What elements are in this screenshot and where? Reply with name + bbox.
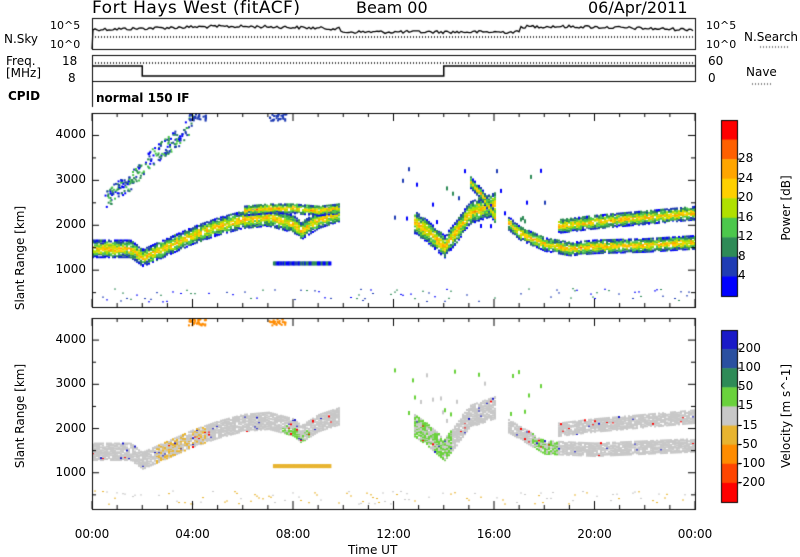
- beam-label: Beam 00: [356, 0, 428, 17]
- velocity-cbar-tick-4: -15: [738, 417, 758, 432]
- nsearch-tick-bottom: 10^0: [706, 38, 737, 51]
- velocity-y-axis-label: Slant Range [km]: [13, 363, 27, 469]
- power-y-tick-0: 1000: [55, 262, 86, 277]
- x-tick-1: 04:00: [175, 527, 210, 541]
- cpid-label: CPID: [8, 89, 41, 103]
- x-tick-3: 12:00: [376, 527, 411, 541]
- cpid-value: normal 150 IF: [96, 91, 190, 105]
- freq-label: Freq.: [6, 54, 36, 68]
- nsky-label: N.Sky: [4, 32, 39, 46]
- velocity-colorbar-label: Velocity [m s^-1]: [779, 363, 793, 469]
- velocity-cbar-tick-6: -100: [738, 455, 766, 470]
- freq-unit-label: [MHz]: [6, 66, 42, 80]
- velocity-y-tick-3: 4000: [55, 332, 86, 347]
- power-y-tick-1: 2000: [55, 217, 86, 232]
- x-tick-5: 20:00: [577, 527, 612, 541]
- velocity-cbar-tick-3: 15: [738, 398, 754, 413]
- power-colorbar-label: Power [dB]: [779, 175, 793, 241]
- power-cbar-tick-5: 24: [738, 170, 754, 185]
- power-cbar-tick-3: 16: [738, 209, 754, 224]
- velocity-y-tick-2: 3000: [55, 376, 86, 391]
- nsearch-label: N.Search: [744, 30, 799, 44]
- nave-tick-bottom: 0: [708, 71, 716, 85]
- velocity-cbar-tick-5: -50: [738, 436, 758, 451]
- velocity-cbar-tick-7: -200: [738, 474, 766, 489]
- velocity-cbar-tick-0: 200: [738, 341, 761, 356]
- velocity-cbar-tick-2: 50: [738, 379, 754, 394]
- freq-tick-bottom: 8: [68, 71, 76, 85]
- power-cbar-tick-1: 8: [738, 248, 746, 263]
- x-tick-6: 00:00: [677, 527, 713, 541]
- nsky-tick-bottom: 10^0: [50, 38, 81, 51]
- power-cbar-tick-4: 20: [738, 190, 754, 205]
- velocity-y-tick-0: 1000: [55, 464, 86, 479]
- power-cbar-tick-2: 12: [738, 229, 754, 244]
- x-tick-4: 16:00: [476, 527, 512, 541]
- power-y-axis-label: Slant Range [km]: [13, 205, 27, 311]
- power-y-tick-2: 3000: [55, 172, 86, 187]
- date-label: 06/Apr/2011: [588, 0, 688, 17]
- x-axis-label: Time UT: [348, 543, 398, 557]
- power-y-tick-3: 4000: [55, 127, 86, 142]
- power-cbar-tick-0: 4: [738, 268, 746, 283]
- plot-title: Fort Hays West (fitACF): [92, 0, 301, 18]
- x-tick-2: 08:00: [275, 527, 311, 541]
- nsearch-tick-top: 10^5: [706, 19, 737, 32]
- x-tick-0: 00:00: [74, 527, 110, 541]
- power-cbar-tick-6: 28: [738, 151, 754, 166]
- nsky-tick-top: 10^5: [50, 19, 81, 32]
- nave-tick-top: 60: [708, 54, 724, 68]
- velocity-cbar-tick-1: 100: [738, 360, 761, 375]
- velocity-y-tick-1: 2000: [55, 420, 86, 435]
- freq-tick-top: 18: [62, 54, 78, 68]
- nave-label: Nave: [746, 65, 777, 79]
